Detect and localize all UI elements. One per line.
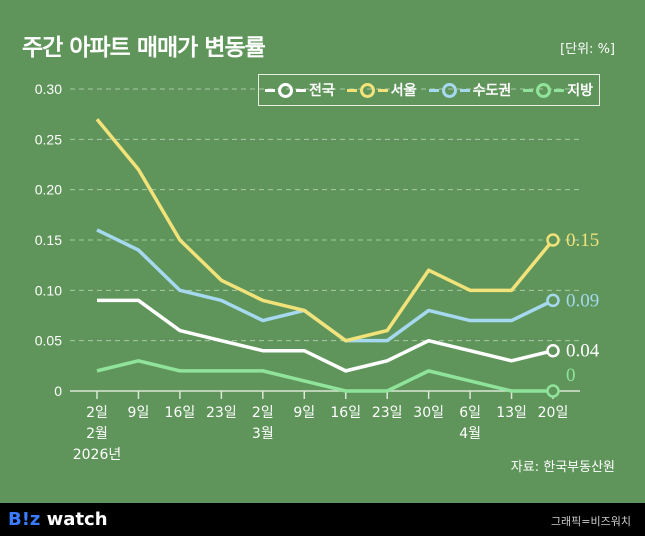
end-point-marker <box>546 233 560 247</box>
x-tick-label: 6일 <box>459 405 481 421</box>
x-tick-label: 16일 <box>165 405 196 421</box>
legend-item: 전국 <box>265 80 335 100</box>
y-tick-label: 0.20 <box>35 182 62 198</box>
x-tick-label: 20일 <box>538 405 569 421</box>
line-chart: 0 0.05 0.10 0.15 0.20 0.25 0.30 2일 2월 2026년 9일 16일 2… <box>35 81 600 463</box>
legend-label: 서울 <box>390 83 417 99</box>
y-tick-label: 0.15 <box>35 232 62 248</box>
y-tick-label: 0 <box>54 383 62 399</box>
legend-label: 지방 <box>567 83 593 99</box>
legend: 전국 서울 수도권 지방 <box>258 74 600 106</box>
legend-item: 지방 <box>523 80 593 100</box>
legend-label: 수도권 <box>472 83 512 99</box>
legend-line-icon <box>377 88 388 92</box>
legend-line-icon <box>459 88 470 92</box>
end-value-label: 0 <box>566 365 576 386</box>
legend-circle-icon <box>278 82 293 98</box>
footer: B!z watch 그래픽=비즈워치 <box>0 503 645 536</box>
y-tick-label: 0.10 <box>35 282 62 298</box>
y-tick-label: 0.25 <box>35 131 62 147</box>
legend-item: 수도권 <box>428 80 512 100</box>
x-tick-label: 16일 <box>330 405 361 421</box>
end-point-marker <box>546 343 560 358</box>
legend-line-icon <box>523 88 534 92</box>
x-tick-label: 2일 <box>86 405 108 421</box>
legend-circle-icon <box>441 82 457 98</box>
chart-title: 주간 아파트 매매가 변동률 <box>22 35 266 61</box>
x-tick-label: 23일 <box>206 405 237 421</box>
x-tick-label: 9일 <box>293 405 315 421</box>
legend-line-icon <box>428 88 439 92</box>
x-tick-label: 4월 <box>459 426 481 442</box>
legend-circle-icon <box>359 82 375 98</box>
x-tick-label: 2026년 <box>73 447 122 463</box>
end-point-marker <box>546 384 560 398</box>
legend-label: 전국 <box>309 83 335 99</box>
x-tick-label: 3월 <box>252 426 274 442</box>
x-tick-label: 2월 <box>86 426 108 442</box>
x-tick-label: 2일 <box>252 405 274 421</box>
series-line-지방 <box>96 359 553 393</box>
end-point-marker <box>546 293 560 308</box>
end-value-label: 0.15 <box>566 230 599 251</box>
series-line-서울 <box>95 118 555 343</box>
legend-line-icon <box>265 88 275 92</box>
y-tick-label: 0.05 <box>35 333 62 349</box>
end-value-label: 0.09 <box>566 290 599 311</box>
bizwatch-logo: B!z watch <box>8 509 108 530</box>
graphic-credit: 그래픽=비즈워치 <box>550 515 631 528</box>
unit-label: [단위: %] <box>560 42 615 57</box>
source-label: 자료: 한국부동산원 <box>510 460 615 475</box>
legend-line-icon <box>554 88 565 92</box>
end-value-label: 0.04 <box>566 341 600 362</box>
legend-line-icon <box>346 88 357 92</box>
x-tick-label: 13일 <box>496 405 527 421</box>
series-line-전국 <box>97 298 554 373</box>
x-tick-label: 30일 <box>413 405 444 421</box>
legend-circle-icon <box>536 82 552 98</box>
x-tick-label: 23일 <box>372 405 403 421</box>
legend-item: 서울 <box>346 80 417 100</box>
y-tick-label: 0.30 <box>35 81 62 97</box>
legend-line-icon <box>296 88 306 92</box>
x-tick-label: 9일 <box>128 405 150 421</box>
